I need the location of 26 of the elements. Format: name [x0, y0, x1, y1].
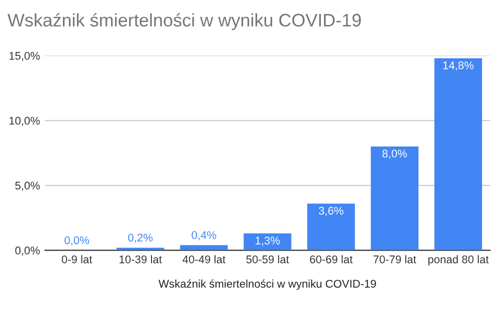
y-tick-label: 5,0% — [15, 182, 40, 191]
y-tick-label: 15,0% — [9, 52, 40, 62]
x-tick-label: 50-59 lat — [246, 255, 290, 264]
x-tick-label: 70-79 lat — [374, 255, 416, 264]
bar — [116, 248, 164, 250]
data-label: 8,0% — [382, 150, 407, 159]
x-tick-label: ponad 80 lat — [428, 255, 489, 266]
bar — [244, 233, 292, 250]
x-tick-label: 0-9 lat — [62, 255, 92, 264]
data-label: 1,3% — [256, 236, 280, 246]
bar — [370, 146, 418, 250]
chart-title: Wskaźnik śmiertelności w wyniku COVID-19 — [8, 13, 361, 30]
x-tick-label: 10-39 lat — [120, 255, 162, 264]
bar — [434, 58, 482, 250]
data-label: 0,2% — [128, 234, 153, 243]
data-label: 14,8% — [443, 61, 474, 71]
x-tick-label: 40-49 lat — [182, 255, 226, 264]
data-label: 3,6% — [318, 206, 344, 216]
x-axis-title: Wskaźnik śmiertelności w wyniku COVID-19 — [158, 279, 376, 290]
y-tick-label: 0,0% — [15, 246, 40, 256]
data-label: 0,4% — [192, 231, 216, 240]
y-tick-label: 10,0% — [9, 116, 40, 126]
bar — [180, 245, 228, 250]
x-tick-label: 60-69 lat — [310, 255, 353, 264]
bar — [307, 204, 355, 250]
data-label: 0,0% — [64, 236, 90, 246]
